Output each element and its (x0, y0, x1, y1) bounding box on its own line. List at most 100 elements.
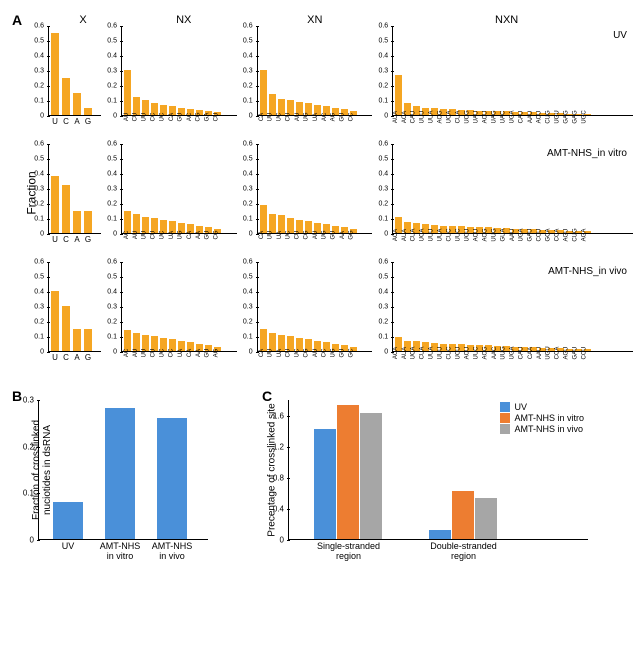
bar-label: UUU (428, 229, 434, 242)
bar-label: UC (159, 113, 165, 122)
bar-label: UC (295, 349, 301, 358)
bar-label: GU (340, 113, 346, 122)
bar-label: ACG (482, 228, 488, 241)
bar-label: AU (123, 113, 129, 121)
bar-label: UA (177, 349, 183, 357)
bar-label: CC (168, 349, 174, 358)
bar: CG (214, 229, 221, 234)
bar: AU (296, 102, 303, 116)
group-label: Double-strandedregion (430, 542, 497, 562)
bar (314, 429, 336, 539)
bar-label: UUA (437, 229, 443, 242)
bar: CU (287, 336, 294, 351)
bar: UC (160, 105, 167, 116)
bar-label: UC (159, 349, 165, 358)
bar-label: AC (123, 231, 129, 239)
bar-label: G (85, 235, 91, 244)
bar: UC (287, 218, 294, 233)
col-header-NX: NX (118, 14, 249, 26)
bar-label: CG (304, 231, 310, 240)
bar-label: ACG (437, 110, 443, 123)
panel-a-column-headers: XNXXNNXN (28, 14, 633, 26)
bar: C (62, 185, 70, 233)
bar-label: CUA (410, 229, 416, 242)
bar-label: CC (322, 349, 328, 358)
bar-label: CCU (536, 229, 542, 242)
bar-label: UA (277, 231, 283, 239)
bar-label: A (74, 235, 79, 244)
bar: UA (169, 221, 176, 233)
bar-label: ACU (482, 111, 488, 124)
bar-label: UCU (455, 347, 461, 360)
bar-label: AU (313, 349, 319, 357)
bar-label: UU (141, 349, 147, 358)
bar-label: UCU (464, 229, 470, 242)
bar-label: ACA (393, 229, 399, 241)
bar-label: CA (186, 231, 192, 239)
chart-NXN-row0: 00.10.20.30.40.50.6AUAACACAUUUUUUAACGUCA… (392, 26, 633, 116)
bar-label: ACA (402, 111, 408, 123)
bar: C (62, 78, 70, 116)
bar-label: AUA (393, 111, 399, 123)
bar-label: AU (295, 113, 301, 121)
bar-label: AAU (537, 347, 543, 359)
bar-label: AAU (528, 111, 534, 123)
bar-label: CG (213, 231, 219, 240)
bar: CU (151, 336, 158, 351)
bar: G (84, 211, 92, 234)
bar: UU (269, 94, 276, 115)
bar-label: UGA (509, 110, 515, 123)
bar-label: GAU (527, 228, 533, 241)
bar-label: AU (132, 231, 138, 239)
bar-label: CG (195, 113, 201, 122)
bar: CU (214, 112, 221, 115)
bar: GG (350, 229, 357, 234)
chart-NX-row0: 00.10.20.30.40.50.6AUCUUUCCUCCAGUACCGGAC… (121, 26, 237, 116)
panel-b: B Fraction of crosslinkednuciotides in d… (10, 386, 230, 540)
bar-label: GU (331, 231, 337, 240)
bar-label: AA (195, 349, 201, 357)
bar (429, 530, 451, 539)
bar: AGA (584, 231, 591, 233)
bar-label: AA (195, 231, 201, 239)
bar: CU (287, 100, 294, 115)
bar: UU (142, 335, 149, 352)
bar-group: Double-strandedregion (429, 491, 498, 539)
bar: UG (178, 223, 185, 234)
bar: UU (269, 214, 276, 234)
bar-label: UAU (473, 111, 479, 124)
panel-a-row: 00.10.20.30.40.50.6UCAG 00.10.20.30.40.50… (28, 26, 633, 140)
bar-label: CU (132, 113, 138, 122)
bar: AU (314, 223, 321, 234)
bar-label: CUA (419, 347, 425, 360)
bar-group: Single-strandedregion (314, 405, 383, 539)
bar: UC (278, 99, 285, 116)
bar-label: UUU (437, 347, 443, 360)
bar: AC (323, 106, 330, 115)
bar-label: ACG (482, 346, 488, 359)
bar-label: UGC (581, 110, 587, 123)
panel-a-row: 00.10.20.30.40.50.6UCAG00.10.20.30.40.50… (28, 262, 633, 376)
bar: GU (332, 226, 339, 234)
bar-label: AA (340, 231, 346, 239)
bar: UA (278, 215, 285, 233)
bar-label: UA (168, 231, 174, 239)
bar-label: CG (304, 349, 310, 358)
chart-X-row0: 00.10.20.30.40.50.6UCAG (48, 26, 101, 116)
bar: CA (260, 205, 267, 234)
bar-label: UC (159, 231, 165, 240)
bar-label: CA (168, 113, 174, 121)
bar: CU (151, 218, 158, 233)
figure: A Fraction XNXXNNXN 00.10.20.30.40.50.6U… (10, 10, 633, 540)
bar-label: CAU (410, 111, 416, 124)
bar-label: UGU (554, 110, 560, 123)
legend-item: AMT-NHS in vivo (500, 424, 584, 434)
bar: GU (205, 227, 212, 233)
legend-swatch (500, 413, 510, 423)
bar-label: UUC (455, 229, 461, 242)
bar-label: UG (322, 231, 328, 240)
bar-label: UU (141, 231, 147, 240)
bar-label: CU (295, 231, 301, 240)
chart-NX-row1: 00.10.20.30.40.50.6ACAUUUCUUCUAUGCAAAGUC… (121, 144, 237, 234)
bar: AU (124, 70, 131, 115)
